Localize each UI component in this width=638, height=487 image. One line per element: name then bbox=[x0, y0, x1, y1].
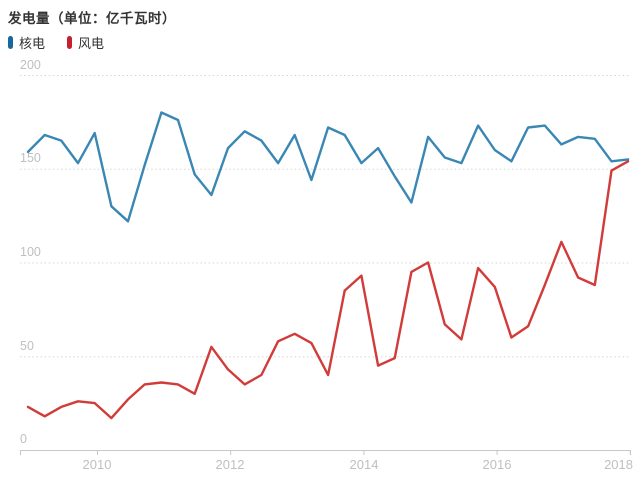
nuclear-legend-label: 核电 bbox=[19, 36, 46, 51]
y-axis-label-150: 150 bbox=[20, 151, 41, 165]
x-axis-label-2010: 2010 bbox=[82, 457, 112, 472]
y-axis-label-100: 100 bbox=[20, 245, 41, 259]
legend-item-nuclear: 核电 bbox=[8, 33, 45, 52]
wind-legend-label: 风电 bbox=[78, 36, 105, 51]
chart-title: 发电量（单位：亿千瓦时） bbox=[8, 11, 176, 26]
wind-line bbox=[26, 160, 630, 420]
y-axis-label-50: 50 bbox=[20, 339, 34, 353]
x-axis-label-2018: 2018 bbox=[604, 457, 633, 472]
y-axis-label-200: 200 bbox=[20, 58, 41, 72]
y-axis-label-0: 0 bbox=[20, 432, 27, 446]
nuclear-legend-marker-icon bbox=[8, 36, 13, 49]
wind-legend-marker-icon bbox=[67, 36, 73, 49]
x-axis-label-2014: 2014 bbox=[349, 457, 379, 472]
legend-item-wind: 风电 bbox=[67, 33, 104, 52]
nuclear-line bbox=[26, 111, 630, 223]
legend: 核电 风电 bbox=[8, 33, 104, 52]
x-axis-label-2012: 2012 bbox=[215, 457, 245, 472]
x-axis-label-2016: 2016 bbox=[482, 457, 512, 472]
